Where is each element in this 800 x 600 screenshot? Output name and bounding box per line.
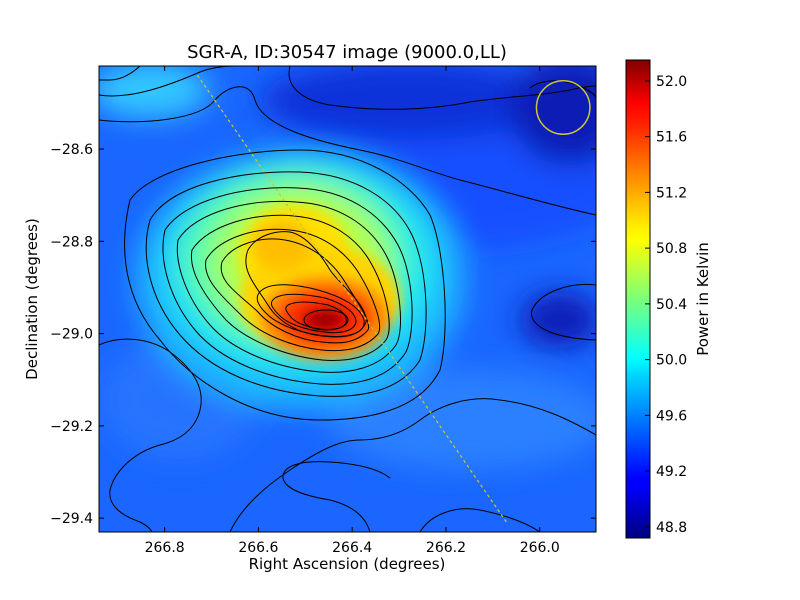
y-tick-label: −28.6 <box>50 142 93 158</box>
y-tick-label: −29.2 <box>50 419 93 435</box>
contour-lowlevel <box>288 66 596 110</box>
contour-lowlevel <box>282 461 391 532</box>
colorbar-tick-label: 49.2 <box>656 464 687 480</box>
colorbar-label: Power in Kelvin <box>694 242 712 356</box>
contour-level <box>176 200 401 373</box>
x-axis-label: Right Ascension (degrees) <box>249 555 446 573</box>
x-tick-label: 266.2 <box>426 540 466 556</box>
beam-circle <box>535 80 591 136</box>
scan-line <box>196 74 508 524</box>
x-tick-label: 266.4 <box>332 540 372 556</box>
contour-level <box>205 228 381 352</box>
x-tick-label: 266.6 <box>238 540 278 556</box>
y-axis-label: Declination (degrees) <box>23 218 41 380</box>
contour-level <box>145 171 427 397</box>
contour-level <box>190 214 390 361</box>
contour-lowlevel <box>531 283 596 341</box>
y-tick-label: −29.0 <box>50 327 93 343</box>
contour-lowlevel <box>99 338 202 532</box>
heatmap-image <box>99 66 596 532</box>
contour-lowlevel <box>419 508 541 532</box>
contour-lowlevel <box>99 86 596 216</box>
colorbar <box>625 59 651 539</box>
contour-peak <box>303 309 349 331</box>
contour-level <box>245 231 367 338</box>
colorbar-tick-label: 50.8 <box>656 241 687 257</box>
contour-level <box>162 187 413 385</box>
colorbar-tick-label: 52.0 <box>656 74 687 90</box>
colorbar-tick-label: 51.2 <box>656 185 687 201</box>
colorbar-ticks: 48.8 49.2 49.6 50.0 50.4 50.8 51.2 51.6 52.0 <box>645 74 687 536</box>
plot-frame <box>98 65 597 533</box>
contour-lines <box>99 66 596 532</box>
colorbar-tick-label: 50.4 <box>656 297 687 313</box>
contour-lowlevel <box>229 398 596 532</box>
colorbar-tick-label: 48.8 <box>656 520 687 536</box>
y-tick-label: −29.4 <box>50 511 93 527</box>
y-tick-label: −28.8 <box>50 234 93 250</box>
contour-level <box>220 238 370 344</box>
colorbar-tick-label: 49.6 <box>656 408 687 424</box>
colorbar-tick-label: 51.6 <box>656 130 687 146</box>
chart-title: SGR-A, ID:30547 image (9000.0,LL) <box>187 42 507 63</box>
y-axis: −28.6 −28.8 −29.0 −29.2 −29.4 <box>50 142 596 527</box>
contour-level <box>256 284 365 337</box>
contour-lowlevel <box>99 66 141 81</box>
contour-level <box>270 293 357 334</box>
x-tick-label: 266.0 <box>520 540 560 556</box>
x-tick-label: 266.8 <box>145 540 185 556</box>
colorbar-tick-label: 50.0 <box>656 353 687 369</box>
contour-outer <box>124 149 446 421</box>
x-axis: 266.8 266.6 266.4 266.2 266.0 <box>145 66 560 556</box>
